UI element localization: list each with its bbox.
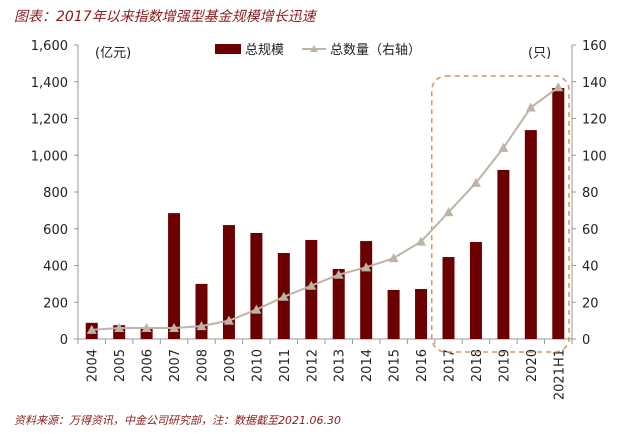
left-tick-label: 200: [43, 296, 68, 311]
x-tick-label: 2015: [388, 349, 403, 382]
bar-2019: [497, 169, 510, 339]
point-2015: [388, 253, 399, 263]
right-tick-label: 40: [582, 260, 599, 275]
legend-bar-label: 总规模: [245, 43, 284, 58]
right-tick-label: 60: [582, 223, 599, 238]
bar-2010: [250, 232, 263, 339]
x-tick-label: 2012: [305, 349, 320, 382]
right-tick-label: 120: [582, 113, 607, 128]
x-tick-label: 2013: [333, 349, 348, 382]
point-2021H1: [553, 82, 564, 92]
bar-2016: [415, 289, 428, 339]
bar-2009: [222, 225, 235, 339]
x-tick-label: 2006: [141, 349, 156, 382]
left-tick-label: 1,200: [31, 113, 68, 128]
right-tick-label: 0: [582, 333, 590, 348]
x-tick-label: 2004: [86, 349, 101, 382]
point-2006: [141, 322, 152, 332]
point-2020: [525, 102, 536, 112]
left-tick-label: 1,600: [31, 39, 68, 54]
x-tick-label: 2007: [168, 349, 183, 382]
x-tick-label: 2020: [525, 349, 540, 382]
x-tick-label: 2005: [113, 349, 128, 382]
point-2013: [333, 269, 344, 279]
point-2014: [361, 262, 372, 272]
highlight-box: [431, 75, 570, 353]
point-2019: [498, 142, 509, 152]
point-2008: [196, 321, 207, 331]
bar-2015: [387, 289, 400, 339]
bar-2020: [524, 130, 537, 339]
x-tick-label: 2016: [415, 349, 430, 382]
legend-line-label: 总数量（右轴）: [330, 43, 421, 58]
legend-line-marker: [310, 45, 318, 52]
point-2012: [306, 280, 317, 290]
right-tick-label: 140: [582, 76, 607, 91]
bar-2006: [140, 328, 153, 339]
x-tick-label: 2018: [470, 349, 485, 382]
bar-2007: [168, 213, 181, 339]
bar-2014: [360, 241, 373, 339]
right-tick-label: 20: [582, 296, 599, 311]
point-2010: [251, 304, 262, 314]
bar-2017: [442, 257, 455, 339]
point-2011: [278, 291, 289, 301]
x-tick-label: 2021H1: [552, 349, 567, 400]
point-2004: [86, 324, 97, 334]
bar-2018: [469, 241, 482, 339]
left-tick-label: 1,400: [31, 76, 68, 91]
x-tick-label: 2008: [196, 349, 211, 382]
point-2007: [169, 322, 180, 332]
left-tick-label: 0: [60, 333, 68, 348]
point-2017: [443, 207, 454, 217]
right-tick-label: 160: [582, 39, 607, 54]
left-tick-label: 600: [43, 223, 68, 238]
x-tick-label: 2010: [250, 349, 265, 382]
right-axis-unit: (只): [528, 46, 551, 61]
source-note: 资料来源：万得资讯，中金公司研究部，注：数据截至2021.06.30: [14, 414, 341, 427]
x-tick-label: 2014: [360, 349, 375, 382]
point-2016: [416, 236, 427, 246]
x-tick-label: 2017: [443, 349, 458, 382]
bar-2021H1: [552, 87, 565, 339]
left-tick-label: 400: [43, 260, 68, 275]
x-tick-label: 2019: [497, 349, 512, 382]
point-2009: [223, 315, 234, 325]
left-axis-unit: (亿元): [95, 46, 131, 61]
x-tick-label: 2011: [278, 349, 293, 382]
legend-bar-swatch: [215, 44, 241, 54]
left-tick-label: 1,000: [31, 149, 68, 164]
x-tick-label: 2009: [223, 349, 238, 382]
right-tick-label: 100: [582, 149, 607, 164]
line-series: [91, 86, 559, 331]
right-tick-label: 80: [582, 186, 599, 201]
point-2005: [114, 322, 125, 332]
point-2018: [470, 177, 481, 187]
left-tick-label: 800: [43, 186, 68, 201]
bar-2013: [332, 268, 345, 339]
chart-title: 图表：2017年以来指数增强型基金规模增长迅速: [14, 9, 316, 25]
bar-2008: [195, 283, 208, 339]
